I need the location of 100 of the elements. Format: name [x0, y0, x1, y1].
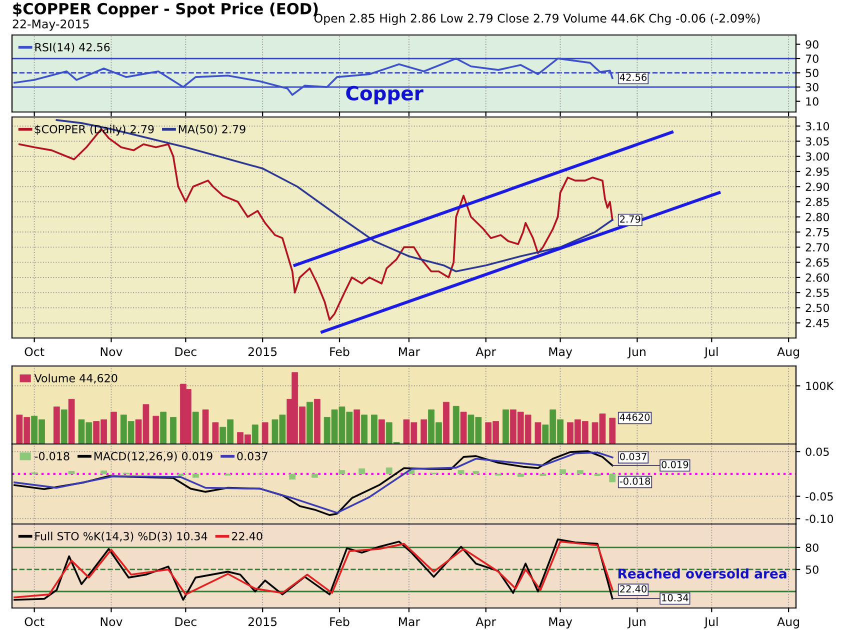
annotation: 44620: [620, 413, 650, 421]
bar: [100, 470, 107, 474]
bar: [192, 412, 199, 444]
y-tick-label: 0.05: [806, 448, 829, 456]
bar: [212, 422, 219, 444]
annotation: 0.037: [620, 452, 646, 460]
legend-label: 22.40: [232, 532, 262, 540]
bar: [262, 422, 268, 444]
bar: [314, 398, 320, 444]
bar: [152, 416, 160, 444]
bar: [170, 417, 176, 444]
legend-label: MA(50) 2.79: [178, 124, 246, 135]
bar: [472, 471, 480, 474]
bar: [289, 474, 296, 480]
bar: [420, 419, 428, 444]
y-tick-label: 2.95: [806, 167, 829, 176]
annotation: 10.34: [662, 594, 688, 602]
y-tick-label: 2.45: [806, 318, 829, 328]
bar: [408, 470, 415, 474]
bar: [68, 471, 75, 474]
x-tick-label: Dec: [175, 347, 196, 356]
x-tick-label: Nov: [100, 347, 122, 356]
x-tick-label: 2015: [248, 347, 277, 356]
x-tick-label: Feb: [330, 347, 350, 356]
bar: [68, 398, 75, 444]
bar: [452, 406, 460, 444]
bar: [371, 414, 378, 444]
bar: [252, 424, 258, 444]
y-tick-label: 3.00: [806, 152, 830, 161]
y-tick-label: -0.10: [806, 514, 834, 524]
legend-label: 0.037: [237, 452, 268, 460]
annotation: Copper: [346, 86, 424, 104]
x-tick-label: Jul: [704, 347, 718, 358]
bar: [358, 468, 366, 474]
bar: [354, 409, 360, 444]
y-tick-label: 2.70: [806, 243, 830, 252]
x-tick-label: Mar: [398, 347, 420, 356]
bar: [311, 474, 318, 478]
y-tick-label: 2.85: [806, 198, 829, 206]
y-tick-label: 2.55: [806, 288, 829, 297]
bar: [160, 412, 167, 444]
x-tick-label: Nov: [100, 617, 122, 626]
y-tick-label: 2.65: [806, 258, 829, 267]
x-tick-label: May: [549, 347, 572, 358]
y-tick-label: 70: [806, 54, 818, 63]
y-tick-label: -0.05: [806, 492, 833, 501]
bar: [609, 418, 616, 444]
legend-label: -0.018: [34, 452, 70, 460]
annotation: 2.79: [620, 215, 640, 223]
y-tick-label: 2.75: [806, 228, 829, 236]
y-tick-label: 90: [806, 40, 818, 49]
y-tick-label: 3.10: [806, 122, 830, 130]
bar: [60, 409, 68, 444]
bar: [534, 422, 542, 444]
y-tick-label: 30: [806, 83, 818, 92]
legend-label: MACD(12,26,9) 0.019: [94, 452, 212, 462]
legend-label: Full STO %K(14,3) %D(3) 10.34: [35, 532, 208, 542]
bar: [460, 412, 467, 444]
x-tick-label: Jul: [704, 617, 718, 628]
bar: [110, 412, 117, 444]
y-tick-label: 50: [806, 68, 818, 78]
x-tick-label: Jun: [627, 347, 646, 358]
y-tick-label: 3.05: [806, 137, 829, 146]
bar: [378, 419, 385, 444]
x-tick-label: May: [549, 617, 572, 628]
x-tick-label: Jun: [627, 617, 646, 628]
bar: [502, 409, 509, 444]
bar: [53, 406, 60, 444]
x-tick-label: 2015: [248, 617, 277, 626]
y-tick-label: 80: [806, 543, 818, 552]
x-tick-label: Mar: [398, 617, 420, 626]
y-tick-label: 2.90: [806, 182, 830, 192]
bar: [386, 467, 392, 474]
x-tick-label: Aug: [777, 617, 800, 628]
bar: [202, 409, 209, 444]
x-tick-label: Dec: [175, 617, 196, 626]
annotation: 0.019: [662, 460, 688, 468]
y-tick-label: 2.80: [806, 212, 830, 222]
bar: [560, 469, 566, 474]
bar: [361, 414, 368, 444]
bar: [192, 474, 199, 478]
annotation: 22.40: [620, 585, 647, 593]
bar: [576, 470, 584, 474]
legend-label: Volume 44,620: [34, 374, 118, 384]
y-tick-label: 2.50: [806, 304, 830, 312]
x-tick-label: Apr: [476, 347, 496, 358]
annotation: 42.56: [620, 74, 647, 81]
x-tick-label: Aug: [777, 347, 800, 358]
x-tick-label: Oct: [24, 347, 44, 356]
y-tick-label: 2.60: [806, 273, 830, 282]
x-tick-label: Apr: [476, 617, 496, 628]
bar: [517, 474, 524, 477]
y-tick-label: 100K: [806, 382, 834, 390]
bar: [442, 402, 450, 444]
chart-subtitle: 22-May-2015: [12, 19, 89, 31]
annotation: -0.018: [620, 477, 650, 485]
bar: [338, 470, 346, 474]
y-tick-label: 50: [806, 565, 818, 574]
bar: [306, 402, 313, 444]
legend-label: RSI(14) 42.56: [35, 42, 110, 53]
